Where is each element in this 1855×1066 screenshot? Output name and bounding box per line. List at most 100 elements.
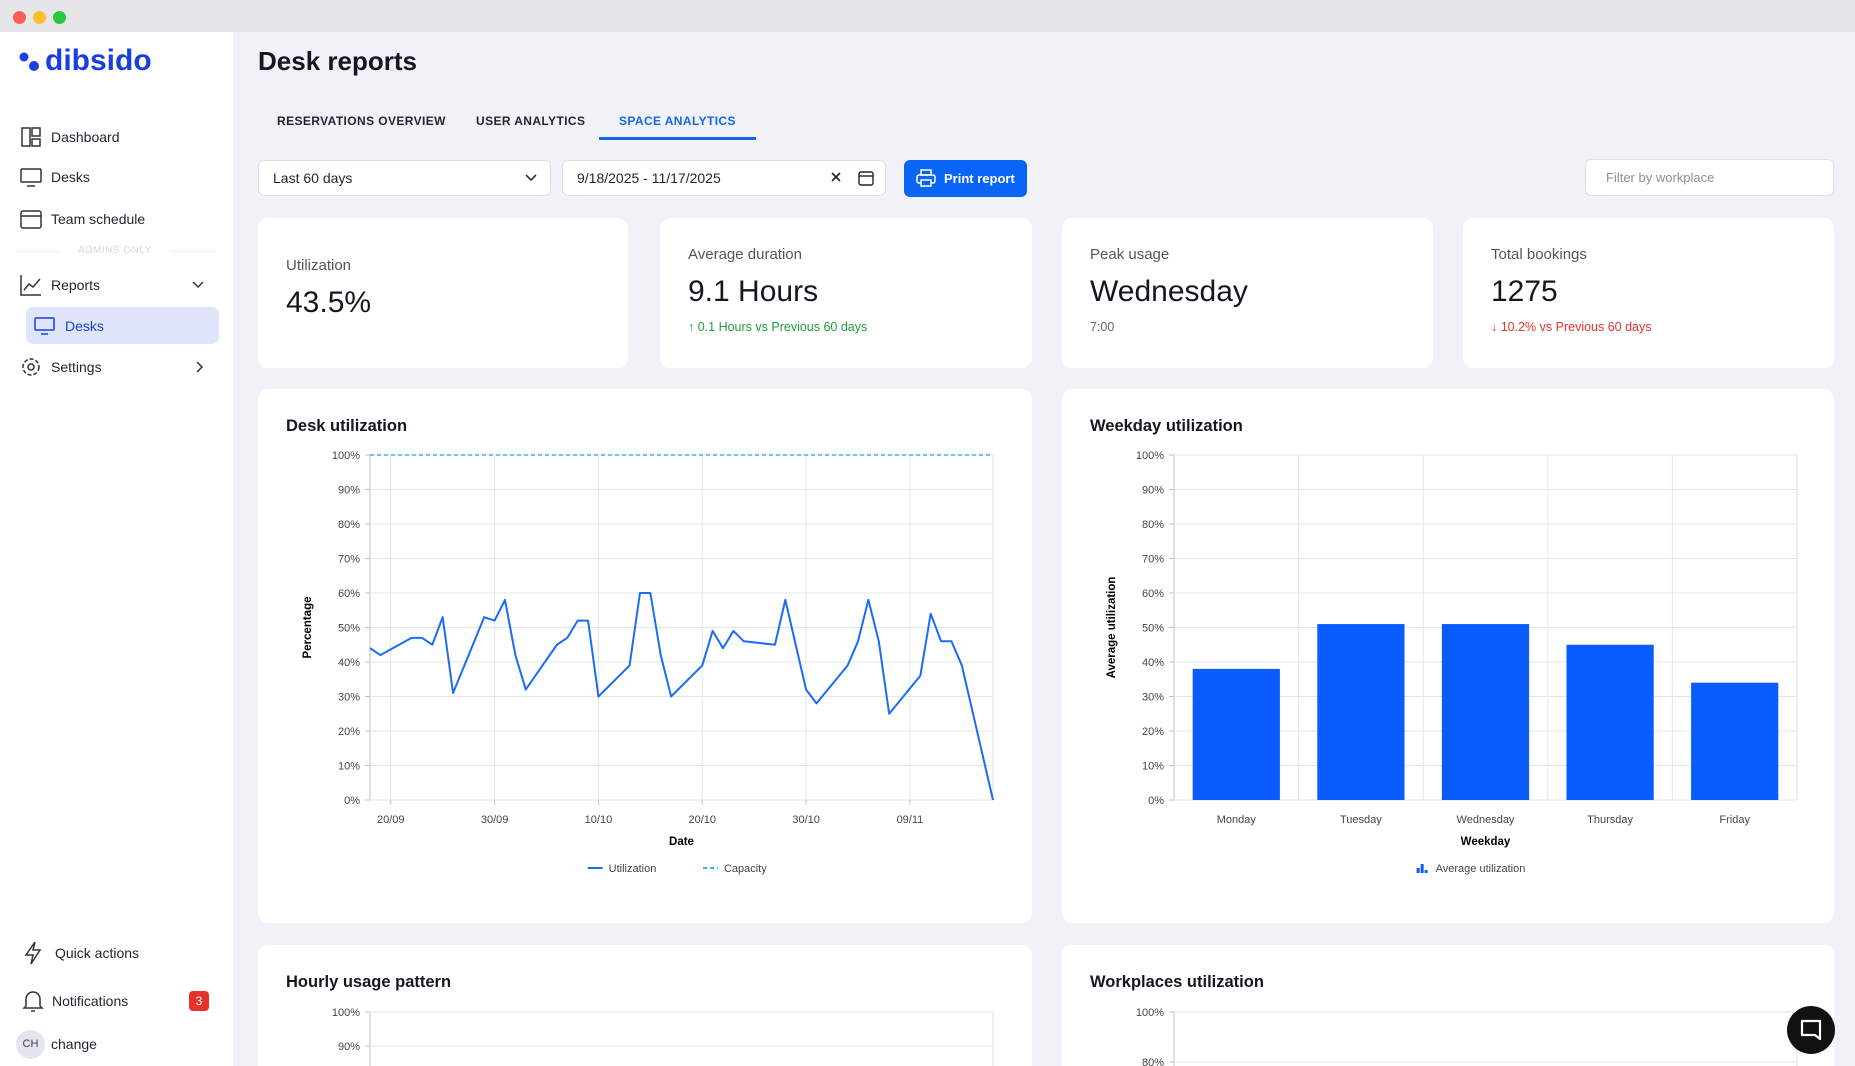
chat-button[interactable] [1787,1006,1835,1054]
y-tick-label: 90% [338,1041,360,1053]
tab[interactable]: SPACE ANALYTICS [619,114,736,128]
stat-card: Peak usage Wednesday 7:00 [1062,218,1433,368]
stat-note: 7:00 [1090,320,1115,334]
chart-title: Desk utilization [286,417,407,435]
window-titlebar [0,0,1855,32]
y-tick-label: 70% [338,554,360,566]
y-tick-label: 100% [332,450,360,462]
x-tick-label: 09/11 [897,814,924,826]
y-tick-label: 10% [1142,761,1164,773]
sidebar [0,32,233,1066]
active-tab-indicator [599,137,756,140]
bar [1192,668,1280,800]
date-range[interactable]: 9/18/2025 - 11/17/2025 [562,160,886,196]
stat-change: ↓ 10.2% vs Previous 60 days [1491,320,1652,334]
notification-badge: 3 [189,991,209,1011]
chevron-right[interactable] [194,360,206,374]
chart-title: Hourly usage pattern [286,973,451,991]
stat-change: ↑ 0.1 Hours vs Previous 60 days [688,320,868,334]
y-tick-label: 60% [1142,588,1164,600]
range-select[interactable]: Last 60 days [258,160,551,196]
active-nav-highlight [26,307,219,344]
x-axis-label: Date [669,836,694,848]
nav-item[interactable]: Reports [51,277,101,293]
legend-swatch [1416,868,1420,873]
x-tick-label: Wednesday [1457,814,1515,826]
bell-icon [22,991,44,1012]
nav-item[interactable]: Desks [51,169,90,185]
nav-item[interactable]: Team schedule [51,211,146,227]
y-tick-label: 50% [338,623,360,635]
y-tick-label: 10% [338,761,360,773]
user-name[interactable]: change [51,1036,97,1052]
workplace-filter[interactable]: Filter by workplace [1585,159,1834,196]
calendar-icon[interactable] [858,169,874,186]
nav-subitem[interactable]: Desks [65,318,104,334]
reports-icon [20,275,41,296]
stat-label: Utilization [286,257,352,274]
nav-item[interactable]: Dashboard [51,129,120,145]
stat-label: Total bookings [1491,246,1587,263]
legend-label: Average utilization [1436,863,1526,875]
printer-icon [916,169,936,187]
zoom-button[interactable] [53,11,66,24]
print-button[interactable]: Print report [904,160,1027,197]
legend-swatch [1424,870,1428,873]
tab[interactable]: USER ANALYTICS [476,114,586,128]
settings-icon [22,358,40,376]
legend-label: Capacity [724,863,767,875]
stat-value: 1275 [1491,275,1558,308]
chart-card [1062,945,1834,1066]
y-tick-label: 0% [344,795,360,807]
range-value: Last 60 days [273,170,353,186]
select-chevron [525,174,537,182]
x-tick-label: 20/09 [377,814,405,826]
y-tick-label: 20% [338,726,360,738]
stat-card: Average duration 9.1 Hours ↑ 0.1 Hours v… [660,218,1032,368]
desks-icon [20,168,42,187]
x-tick-label: Thursday [1587,814,1633,826]
chat-icon [1800,1019,1822,1041]
y-tick-label: 20% [1142,726,1164,738]
y-tick-label: 0% [1148,795,1164,807]
dashboard-icon [21,127,41,147]
chevron-down[interactable] [191,279,205,291]
y-tick-label: 30% [1142,692,1164,704]
y-tick-label: 40% [1142,657,1164,669]
clear-button[interactable] [829,170,843,184]
y-tick-label: 70% [1142,554,1164,566]
x-tick-label: 30/10 [792,814,820,826]
nav-item[interactable]: Settings [51,359,102,375]
page-title: Desk reports [258,46,417,76]
x-tick-label: Friday [1719,814,1750,826]
quick-actions[interactable]: Quick actions [55,945,140,961]
stat-label: Peak usage [1090,246,1170,263]
schedule-icon [20,210,42,229]
logo[interactable]: dibsido [45,44,152,77]
tab[interactable]: RESERVATIONS OVERVIEW [277,114,446,128]
section-label: ADMINS ONLY [60,245,170,256]
notifications[interactable]: Notifications [52,993,129,1009]
stat-card: Utilization 43.5% [258,218,628,368]
bar [1691,682,1779,800]
close-button[interactable] [13,11,26,24]
placeholder: Filter by workplace [1606,170,1715,185]
minimize-button[interactable] [33,11,46,24]
y-tick-label: 80% [1142,519,1164,531]
stat-value: 9.1 Hours [688,275,819,308]
stat-card: Total bookings 1275 ↓ 10.2% vs Previous … [1463,218,1834,368]
x-tick-label: Tuesday [1340,814,1382,826]
x-tick-label: 30/09 [481,814,509,826]
legend-label: Utilization [609,863,657,875]
chart-title: Workplaces utilization [1090,973,1264,991]
date-range-value: 9/18/2025 - 11/17/2025 [577,170,721,186]
y-axis-label: Percentage [302,596,314,658]
quick-actions-icon [24,941,42,965]
x-axis-label: Weekday [1461,836,1511,848]
y-tick-label: 80% [1142,1057,1164,1066]
legend-swatch [1420,864,1424,873]
avatar[interactable]: CH [16,1030,45,1059]
bar [1441,624,1530,800]
chart-title: Weekday utilization [1090,417,1243,435]
